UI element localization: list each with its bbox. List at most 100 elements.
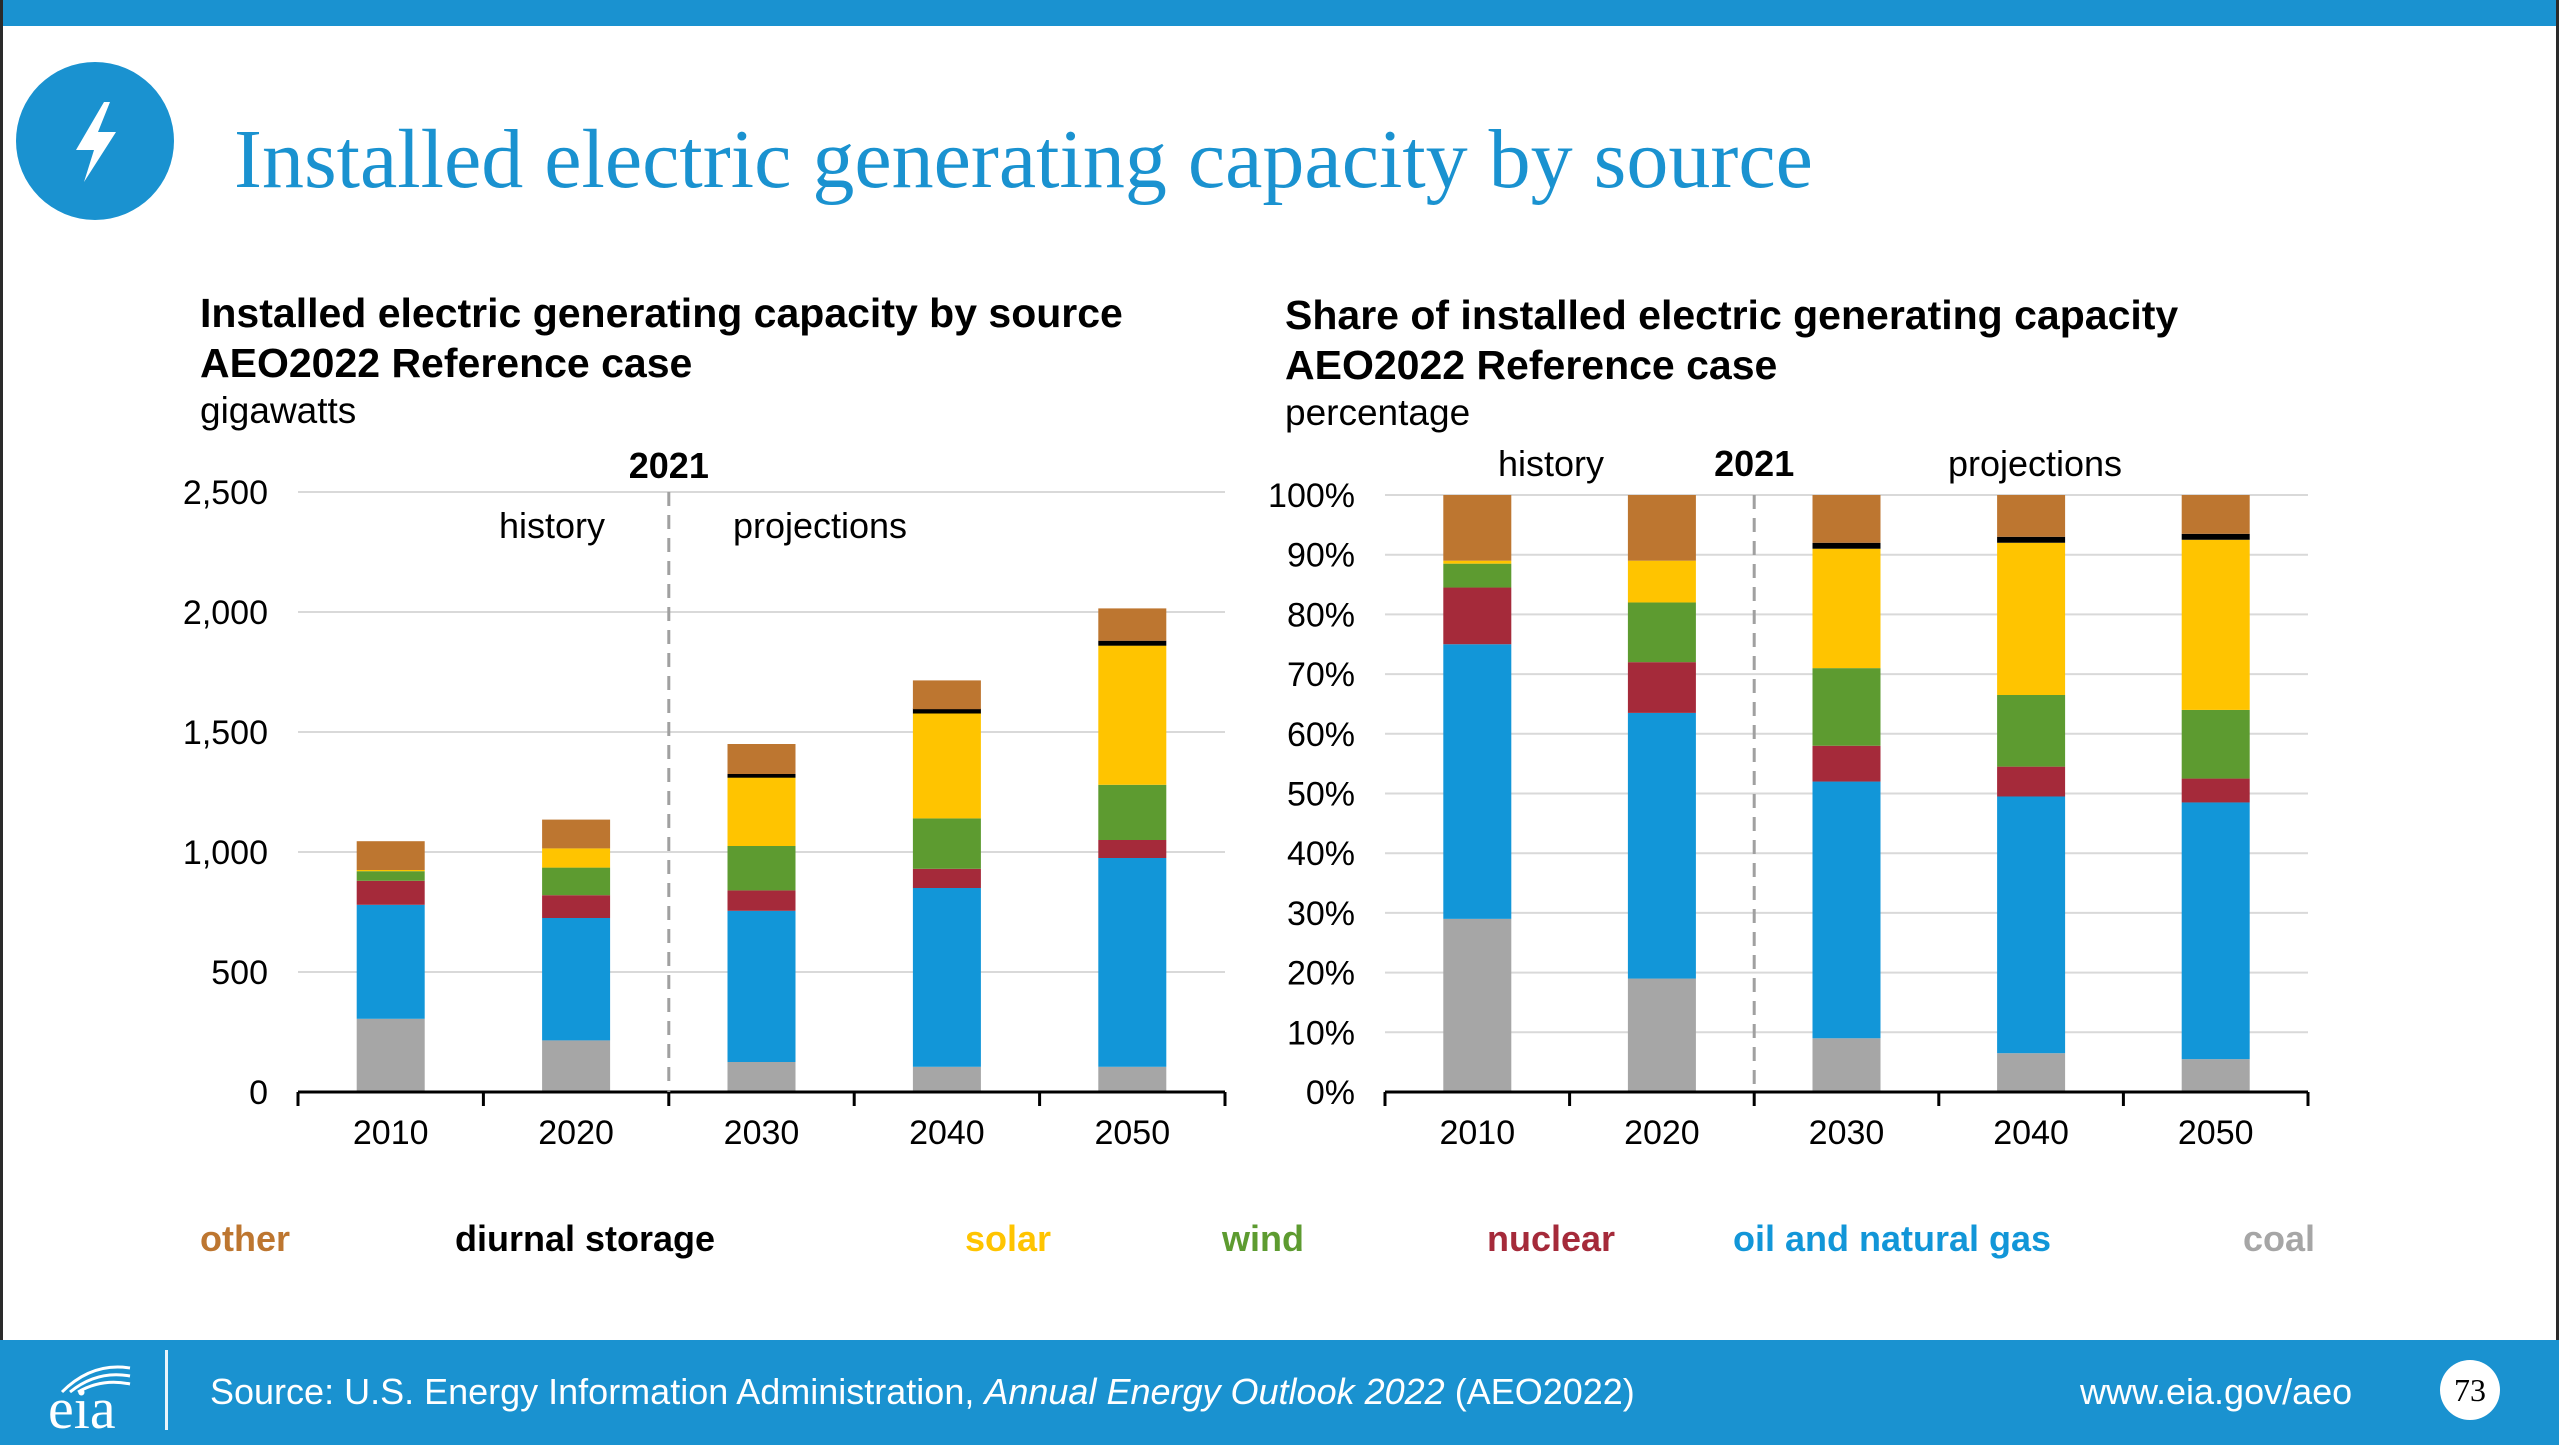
right-bar-wind-2040 — [1997, 694, 2066, 767]
right-bar-coal-2020 — [1627, 978, 1696, 1092]
right-projections-label: projections — [1948, 443, 2122, 484]
legend-item-nuclear: nuclear — [1487, 1218, 1616, 1259]
left-bar-solar-2020 — [542, 848, 611, 868]
right-bar-solar-2040 — [1997, 542, 2066, 695]
right-bar-oil-and-natural-gas-2050 — [2181, 802, 2250, 1060]
left-bar-other-2010 — [356, 841, 425, 870]
right-ytick-label: 40% — [1287, 835, 1355, 873]
left-bar-solar-2050 — [1098, 645, 1167, 785]
right-bar-solar-2030 — [1812, 548, 1881, 669]
footer-url[interactable]: www.eia.gov/aeo — [2080, 1371, 2353, 1412]
lightning-bolt-icon — [16, 62, 174, 220]
right-bar-nuclear-2040 — [1997, 766, 2066, 797]
right-history-label: history — [1498, 443, 1604, 484]
left-bar-diurnal-storage-2030 — [727, 772, 796, 778]
left-bar-nuclear-2010 — [356, 880, 425, 905]
left-border — [0, 0, 3, 1445]
right-bar-diurnal-storage-2040 — [1997, 536, 2066, 543]
left-ytick-label: 500 — [211, 954, 268, 992]
legend-item-diurnal-storage: diurnal storage — [455, 1218, 716, 1259]
right-category-label: 2020 — [1624, 1114, 1700, 1152]
left-ytick-label: 2,500 — [183, 474, 268, 512]
right-bar-other-2030 — [1812, 495, 1881, 543]
legend: other diurnal storage solar wind nuclear oil … — [0, 1212, 2559, 1272]
left-chart-header: Installed electric generating capacity b… — [200, 288, 1123, 434]
left-chart-title: Installed electric generating capacity b… — [200, 290, 1123, 336]
left-ytick-label: 1,500 — [183, 714, 268, 752]
left-category-label: 2010 — [353, 1114, 429, 1152]
right-ytick-label: 90% — [1287, 537, 1355, 575]
left-bar-nuclear-2040 — [912, 868, 981, 888]
right-bar-wind-2050 — [2181, 709, 2250, 779]
left-bar-wind-2040 — [912, 818, 981, 869]
eia-logo-text: eia — [48, 1376, 116, 1441]
right-ytick-label: 0% — [1306, 1074, 1355, 1112]
left-category-label: 2040 — [909, 1114, 985, 1152]
right-ytick-label: 20% — [1287, 955, 1355, 993]
source-prefix: Source: U.S. Energy Information Administ… — [210, 1371, 985, 1412]
footer-divider — [165, 1350, 168, 1430]
left-bar-coal-2040 — [912, 1066, 981, 1092]
left-bar-other-2030 — [727, 744, 796, 774]
left-bar-oil-and-natural-gas-2010 — [356, 904, 425, 1019]
right-bar-wind-2030 — [1812, 668, 1881, 746]
left-ytick-label: 0 — [249, 1074, 268, 1112]
left-bar-nuclear-2030 — [727, 890, 796, 911]
right-bar-other-2040 — [1997, 495, 2066, 537]
left-ytick-label: 2,000 — [183, 594, 268, 632]
right-bar-other-2010 — [1443, 495, 1512, 561]
left-bar-wind-2030 — [727, 846, 796, 891]
left-bar-coal-2050 — [1098, 1066, 1167, 1092]
right-ytick-label: 80% — [1287, 596, 1355, 634]
right-chart-unit: percentage — [1285, 392, 1471, 433]
left-category-label: 2020 — [538, 1114, 614, 1152]
left-category-label: 2050 — [1094, 1114, 1170, 1152]
right-bar-coal-2030 — [1812, 1038, 1881, 1092]
eia-logo: eia — [42, 1356, 162, 1441]
left-projections-label: projections — [733, 505, 907, 546]
right-bar-other-2020 — [1627, 495, 1696, 561]
source-publication: Annual Energy Outlook 2022 — [984, 1371, 1445, 1412]
left-bar-wind-2020 — [542, 867, 611, 896]
slide-title: Installed electric generating capacity b… — [234, 113, 1813, 206]
legend-item-oil-and-natural-gas: oil and natural gas — [1733, 1218, 2052, 1259]
left-history-label: history — [499, 505, 605, 546]
right-ytick-label: 50% — [1287, 776, 1355, 814]
right-ytick-label: 30% — [1287, 895, 1355, 933]
right-ytick-label: 100% — [1268, 477, 1355, 515]
right-divider-year: 2021 — [1714, 443, 1794, 484]
right-bar-oil-and-natural-gas-2010 — [1443, 644, 1512, 919]
left-bar-solar-2040 — [912, 712, 981, 819]
legend-item-other: other — [200, 1218, 290, 1259]
legend-item-solar: solar — [965, 1218, 1052, 1259]
page-number: 73 — [2440, 1360, 2500, 1420]
left-chart-subtitle: AEO2022 Reference case — [200, 340, 693, 386]
right-bar-wind-2020 — [1627, 602, 1696, 663]
left-bar-oil-and-natural-gas-2040 — [912, 888, 981, 1067]
right-chart-subtitle: AEO2022 Reference case — [1285, 342, 1778, 388]
top-band — [0, 0, 2559, 26]
right-bar-coal-2040 — [1997, 1053, 2066, 1092]
left-bar-oil-and-natural-gas-2020 — [542, 918, 611, 1041]
right-category-label: 2040 — [1993, 1114, 2069, 1152]
right-bar-diurnal-storage-2030 — [1812, 542, 1881, 549]
right-category-label: 2050 — [2178, 1114, 2254, 1152]
source-suffix: (AEO2022) — [1444, 1371, 1635, 1412]
right-bar-oil-and-natural-gas-2030 — [1812, 781, 1881, 1039]
right-bar-coal-2050 — [2181, 1059, 2250, 1092]
right-bar-other-2050 — [2181, 495, 2250, 534]
right-bar-diurnal-storage-2050 — [2181, 533, 2250, 540]
right-bar-oil-and-natural-gas-2040 — [1997, 796, 2066, 1054]
right-bar-nuclear-2050 — [2181, 778, 2250, 803]
left-bar-nuclear-2050 — [1098, 840, 1167, 858]
right-ytick-label: 10% — [1287, 1014, 1355, 1052]
left-bar-other-2040 — [912, 680, 981, 710]
left-chart-unit: gigawatts — [200, 390, 357, 431]
left-bar-oil-and-natural-gas-2030 — [727, 910, 796, 1062]
left-bar-wind-2050 — [1098, 784, 1167, 840]
right-bar-nuclear-2020 — [1627, 662, 1696, 713]
left-category-label: 2030 — [724, 1114, 800, 1152]
legend-item-wind: wind — [1222, 1218, 1304, 1259]
